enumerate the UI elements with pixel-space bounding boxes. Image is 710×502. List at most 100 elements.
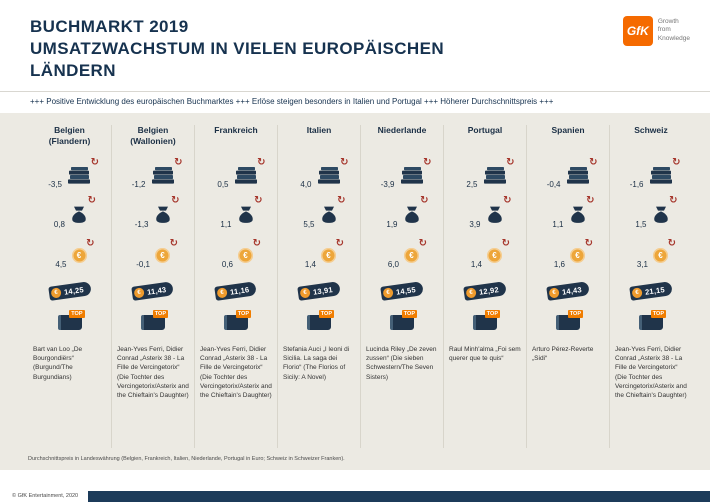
money-bag-icon-wrap: ↻ — [486, 196, 512, 225]
euro-symbol-icon: € — [133, 287, 146, 299]
avg-price-change-stat: 1,4 ↻ € — [283, 235, 355, 275]
header: BUCHMARKT 2019 UMSATZWACHSTUM IN VIELEN … — [0, 0, 710, 81]
top-badge: TOP — [484, 309, 500, 318]
coin-icon-wrap: ↻ € — [487, 238, 510, 263]
trend-arrow-icon: ↻ — [586, 195, 595, 207]
revenue-value: 1,5 — [635, 220, 647, 230]
book-stack-icon — [649, 166, 672, 184]
tagline-line-1: Growth — [657, 18, 679, 25]
trend-arrow-icon: ↻ — [171, 195, 180, 207]
money-bag-icon-wrap: ↻ — [403, 196, 429, 225]
sales-volume-value: -0,4 — [546, 180, 561, 190]
trend-arrow-icon: ↻ — [672, 156, 681, 168]
book-stack-icon — [151, 166, 174, 184]
avg-price-change-value: 4,5 — [55, 260, 67, 270]
tagline-line-3: Knowledge — [657, 34, 690, 42]
top-title-row: TOP — [33, 307, 106, 337]
avg-price-value: 14,55 — [395, 284, 417, 297]
title-line-3: LÄNDERN — [30, 60, 116, 80]
avg-price-value: 12,92 — [478, 284, 500, 297]
top-badge: TOP — [318, 309, 334, 318]
euro-coin-icon: € — [653, 247, 668, 263]
top-title-row: TOP — [366, 307, 438, 337]
top-badge: TOP — [235, 309, 251, 318]
revenue-stat: 1,1 ↻ — [532, 195, 604, 235]
coin-icon-wrap: ↻ € — [404, 238, 427, 263]
sales-volume-stat: -3,5 ↻ — [33, 155, 106, 195]
top-book-icon: TOP — [57, 309, 85, 330]
avg-price-value: 13,91 — [312, 284, 334, 297]
avg-price-value: 14,43 — [561, 284, 583, 297]
avg-price-change-stat: 1,6 ↻ € — [532, 235, 604, 275]
book-stack-icon-wrap: ↻ — [67, 157, 99, 184]
revenue-stat: 1,9 ↻ — [366, 195, 438, 235]
country-column: Belgien (Flandern) -3,5 ↻ 0,8 ↻ — [28, 125, 111, 448]
price-tag-icon: € 11,16 — [214, 281, 258, 302]
avg-price-value: 21,15 — [644, 284, 666, 297]
money-bag-icon-wrap: ↻ — [237, 196, 263, 225]
revenue-value: 1,1 — [220, 220, 232, 230]
money-bag-icon-wrap: ↻ — [70, 196, 96, 225]
money-bag-icon — [321, 206, 336, 224]
revenue-stat: 5,5 ↻ — [283, 195, 355, 235]
ticker-line: +++ Positive Entwicklung des europäische… — [0, 91, 710, 113]
country-column: Schweiz -1,6 ↻ 1,5 ↻ — [609, 125, 692, 448]
country-column: Niederlande -3,9 ↻ 1,9 ↻ — [360, 125, 443, 448]
book-stack-icon — [68, 166, 90, 184]
avg-price-change-stat: 3,1 ↻ € — [615, 235, 687, 275]
trend-arrow-icon: ↻ — [423, 156, 432, 168]
money-bag-icon — [404, 206, 419, 224]
price-tag-icon: € 14,25 — [47, 281, 92, 302]
sales-volume-value: 0,5 — [217, 180, 229, 190]
sales-volume-stat: 2,5 ↻ — [449, 155, 521, 195]
trend-arrow-icon: ↻ — [90, 156, 99, 168]
trend-arrow-icon: ↻ — [667, 237, 676, 249]
money-bag-icon-wrap: ↻ — [320, 196, 346, 225]
avg-price-change-stat: 1,4 ↻ € — [449, 235, 521, 275]
avg-price-value: 14,25 — [63, 284, 84, 297]
revenue-stat: -1,3 ↻ — [117, 195, 189, 235]
sales-volume-value: -3,5 — [48, 180, 62, 190]
countries-grid: Belgien (Flandern) -3,5 ↻ 0,8 ↻ — [28, 125, 692, 448]
revenue-value: 0,8 — [53, 220, 65, 230]
book-stack-icon — [566, 166, 589, 184]
bestseller-title: Raul Minh'alma „Foi sem querer que te qu… — [449, 346, 521, 363]
top-badge: TOP — [567, 309, 583, 318]
avg-price-row: € 12,92 — [449, 275, 521, 307]
page-title: BUCHMARKT 2019 UMSATZWACHSTUM IN VIELEN … — [30, 16, 444, 81]
avg-price-change-value: -0,1 — [136, 260, 150, 270]
top-book-icon: TOP — [141, 309, 168, 330]
avg-price-change-stat: 4,5 ↻ € — [33, 235, 106, 275]
book-stack-icon-wrap: ↻ — [234, 157, 266, 184]
top-badge: TOP — [152, 309, 168, 318]
trend-arrow-icon: ↻ — [584, 237, 593, 249]
book-stack-icon — [234, 166, 257, 184]
money-bag-icon — [653, 206, 668, 224]
sales-volume-value: -3,9 — [380, 180, 395, 190]
book-stack-icon — [483, 166, 506, 184]
trend-arrow-icon: ↻ — [503, 195, 512, 207]
price-tag-icon: € 14,43 — [546, 281, 590, 302]
avg-price-row: € 14,25 — [33, 275, 106, 307]
euro-coin-icon: € — [155, 247, 170, 263]
sales-volume-value: 4,0 — [300, 180, 312, 190]
revenue-stat: 1,5 ↻ — [615, 195, 687, 235]
avg-price-change-value: 1,4 — [470, 260, 482, 270]
country-column: Spanien -0,4 ↻ 1,1 ↻ — [526, 125, 609, 448]
euro-coin-icon: € — [321, 247, 336, 263]
trend-arrow-icon: ↻ — [335, 237, 344, 249]
avg-price-row: € 14,55 — [366, 275, 438, 307]
book-stack-icon-wrap: ↻ — [649, 157, 681, 184]
top-title-row: TOP — [615, 307, 687, 337]
money-bag-icon — [72, 206, 86, 224]
bestseller-title: Lucinda Riley „De zeven zussen“ (Die sie… — [366, 346, 437, 381]
trend-arrow-icon: ↻ — [174, 156, 183, 168]
trend-arrow-icon: ↻ — [252, 237, 261, 249]
money-bag-icon — [238, 206, 253, 224]
top-title-row: TOP — [532, 307, 604, 337]
trend-arrow-icon: ↻ — [87, 195, 96, 207]
trend-arrow-icon: ↻ — [506, 156, 515, 168]
bestseller-title: Jean-Yves Ferri, Didier Conrad „Asterix … — [200, 346, 272, 399]
trend-arrow-icon: ↻ — [501, 237, 510, 249]
